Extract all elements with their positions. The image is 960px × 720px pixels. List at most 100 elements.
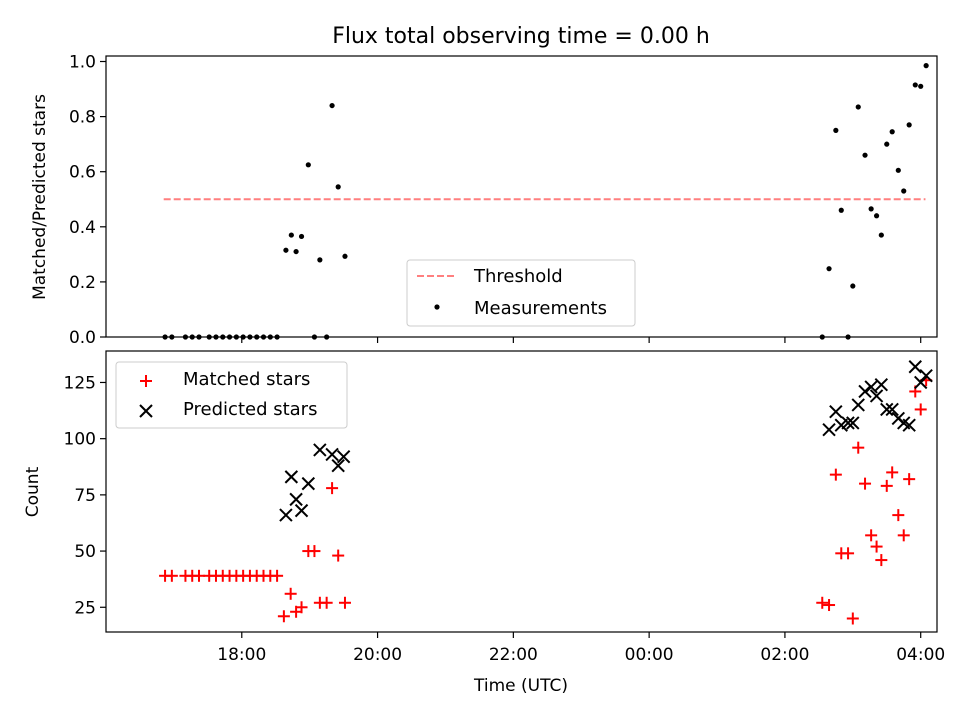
bottom-y-tick-label: 50 [74,542,96,562]
measurement-point [906,122,912,128]
bottom-legend-box [115,361,348,429]
bottom-y-tick-label: 125 [64,373,96,393]
predicted-star-point [829,404,843,419]
x-tick-label: 20:00 [353,645,402,665]
measurement-point [850,283,856,289]
measurement-point [889,129,895,135]
legend-matched-label: Matched stars [183,369,310,390]
legend-predicted-swatch [139,404,153,418]
matched-star-point [193,569,206,582]
predicted-star-point [336,449,351,464]
x-axis-label: Time (UTC) [473,676,568,696]
predicted-star-point [880,402,894,417]
predicted-star-point [313,443,327,457]
top-y-tick-label: 0.6 [69,163,96,183]
measurement-point [895,167,901,173]
matched-star-point [842,547,855,560]
chart-title: Flux total observing time = 0.00 h [332,24,710,49]
predicted-star-point [822,422,836,437]
x-tick-label: 04:00 [896,645,945,665]
matched-star-point [271,569,284,582]
measurement-point [335,184,341,190]
bottom-legend: Matched stars Predicted stars [115,361,348,429]
x-tick-label: 22:00 [489,645,538,665]
matched-star-point [284,587,297,600]
matched-star-point [277,610,290,623]
bottom-y-tick-label: 75 [74,486,96,506]
top-legend-box [406,259,636,327]
predicted-star-point [919,369,933,383]
measurement-point [868,206,874,212]
bottom-y-ticks: 25 50 75 100 125 [64,373,106,618]
top-plot-frame [105,55,938,338]
predicted-star-point [331,458,345,473]
predicted-star-point [846,416,860,430]
top-y-tick-label: 0.4 [69,218,96,238]
measurement-point [288,232,294,238]
measurement-point [293,248,299,255]
legend-predicted-label: Predicted stars [183,399,317,420]
top-y-tick-label: 0.8 [69,108,96,128]
predicted-star-point [284,470,299,484]
top-y-tick-label: 0.2 [69,273,96,293]
measurement-point [317,257,323,263]
measurement-point [298,233,305,240]
measurement-point [838,207,844,213]
matched-star-point [829,468,842,481]
measurement-point [833,127,839,133]
matched-star-point [865,529,878,542]
predicted-star-point [851,398,865,412]
x-tick-label: 18:00 [217,645,266,665]
matched-star-point [870,540,883,553]
bottom-plot-frame [105,350,938,633]
predicted-star-point [902,418,916,432]
matched-star-point [859,477,872,490]
matched-star-point [892,509,905,522]
matched-star-point [338,596,351,609]
top-y-ticks: 0.0 0.2 0.4 0.6 0.8 1.0 [69,53,106,348]
measurement-point [862,152,868,158]
top-legend: Threshold Measurements [406,259,636,327]
measurement-point [912,82,918,88]
predicted-star-point [874,378,889,392]
predicted-star-point [301,476,316,491]
matched-star-point [326,482,339,495]
bottom-x-ticks: 18:00 20:00 22:00 00:00 02:00 04:00 [217,632,945,665]
predicted-star-point [885,402,899,417]
matched-star-point [308,545,321,558]
matched-star-point [886,466,899,479]
measurement-point [305,162,311,168]
matched-star-point [914,403,927,416]
predicted-star-point [294,503,309,518]
top-panel: 0.0 0.2 0.4 0.6 0.8 1.0 Matched/Predicted sta… [30,53,938,348]
matched-star-point [165,569,178,582]
predicted-star-point [841,416,855,430]
measurement-point [826,266,832,272]
measurement-point [884,141,890,147]
predicted-star-point [325,447,339,462]
matched-star-point [846,612,859,625]
measurement-point [923,63,929,69]
measurement-point [901,188,907,194]
bottom-y-tick-label: 25 [74,598,96,618]
legend-measurements-swatch [434,304,440,310]
legend-threshold-label: Threshold [473,266,563,287]
matched-star-point [295,601,308,614]
top-y-tick-label: 0.0 [69,328,96,348]
measurement-point [878,232,884,238]
measurement-point [873,213,880,219]
predicted-star-point [864,380,878,394]
matched-stars-points [159,374,933,625]
measurement-point [283,247,289,253]
bottom-y-axis-label: Count [23,466,43,517]
measurement-point [918,83,924,89]
predicted-star-point [279,508,293,522]
predicted-star-point [289,492,303,507]
matched-star-point [852,441,865,454]
matched-star-point [823,599,836,612]
measurement-point [855,104,861,110]
predicted-star-point [858,384,872,399]
matched-star-point [897,529,910,542]
measurement-point [329,102,335,109]
